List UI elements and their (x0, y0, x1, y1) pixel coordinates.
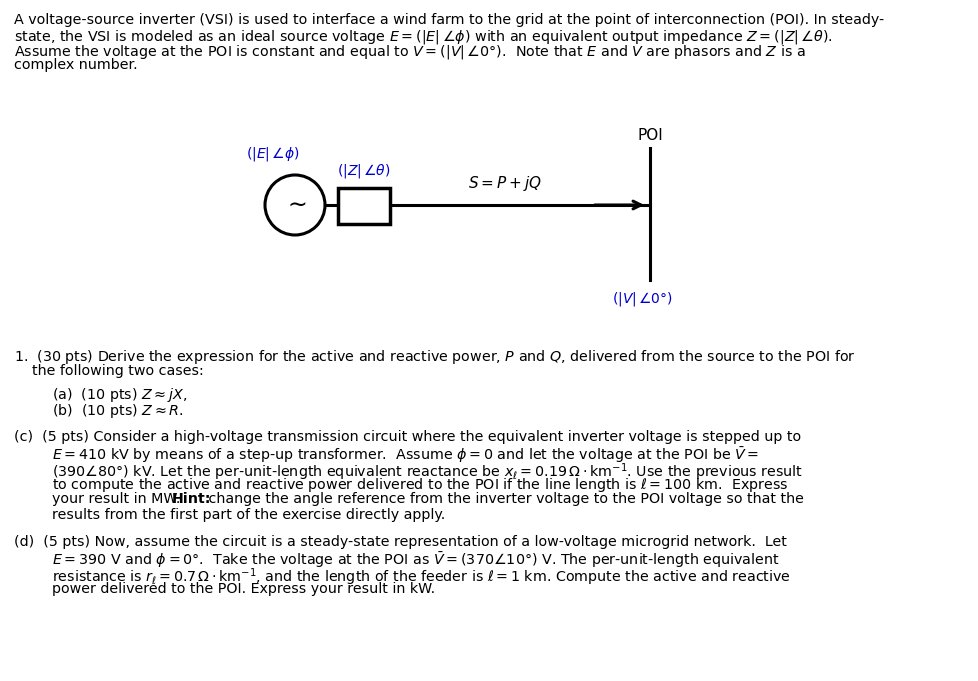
Text: the following two cases:: the following two cases: (32, 364, 203, 377)
Text: to compute the active and reactive power delivered to the POI if the line length: to compute the active and reactive power… (52, 477, 787, 494)
Text: change the angle reference from the inverter voltage to the POI voltage so that : change the angle reference from the inve… (203, 492, 803, 506)
Text: complex number.: complex number. (14, 58, 138, 72)
Text: Hint:: Hint: (172, 492, 211, 506)
Text: (d)  (5 pts) Now, assume the circuit is a steady-state representation of a low-v: (d) (5 pts) Now, assume the circuit is a… (14, 535, 786, 549)
Text: $(|V|\,\angle 0°)$: $(|V|\,\angle 0°)$ (611, 290, 672, 308)
Text: (b)  (10 pts) $Z \approx R$.: (b) (10 pts) $Z \approx R$. (52, 402, 184, 420)
Text: your result in MW.: your result in MW. (52, 492, 189, 506)
Bar (337, 188, 389, 224)
Text: Assume the voltage at the POI is constant and equal to $V = (|V|\,\angle 0°)$.  : Assume the voltage at the POI is constan… (14, 43, 805, 61)
Text: $S = P + jQ$: $S = P + jQ$ (467, 174, 542, 193)
Text: $(390\angle 80°)$ kV. Let the per-unit-length equivalent reactance be $x_\ell = : $(390\angle 80°)$ kV. Let the per-unit-l… (52, 461, 802, 483)
Text: state, the VSI is modeled as an ideal source voltage $E = (|E|\,\angle\phi)$ wit: state, the VSI is modeled as an ideal so… (14, 28, 832, 46)
Text: $\sim$: $\sim$ (283, 192, 307, 216)
Text: (a)  (10 pts) $Z \approx jX$,: (a) (10 pts) $Z \approx jX$, (52, 386, 187, 404)
Text: POI: POI (637, 128, 662, 143)
Text: $(|Z|\,\angle\theta)$: $(|Z|\,\angle\theta)$ (336, 162, 390, 180)
Text: $(|E|\,\angle\phi)$: $(|E|\,\angle\phi)$ (246, 145, 299, 163)
Text: $E = 410$ kV by means of a step-up transformer.  Assume $\phi = 0$ and let the v: $E = 410$ kV by means of a step-up trans… (52, 445, 759, 465)
Text: $E = 390$ V and $\phi = 0°$.  Take the voltage at the POI as $\bar{V} = (370\ang: $E = 390$ V and $\phi = 0°$. Take the vo… (52, 550, 778, 571)
Text: results from the first part of the exercise directly apply.: results from the first part of the exerc… (52, 507, 445, 522)
Text: resistance is $r_\ell = 0.7\,\Omega \cdot \mathrm{km}^{-1}$, and the length of t: resistance is $r_\ell = 0.7\,\Omega \cdo… (52, 566, 790, 588)
Text: (c)  (5 pts) Consider a high-voltage transmission circuit where the equivalent i: (c) (5 pts) Consider a high-voltage tran… (14, 430, 800, 444)
Text: 1.  (30 pts) Derive the expression for the active and reactive power, $P$ and $Q: 1. (30 pts) Derive the expression for th… (14, 348, 855, 366)
Text: power delivered to the POI. Express your result in kW.: power delivered to the POI. Express your… (52, 582, 434, 595)
Text: A voltage-source inverter (VSI) is used to interface a wind farm to the grid at : A voltage-source inverter (VSI) is used … (14, 13, 883, 27)
